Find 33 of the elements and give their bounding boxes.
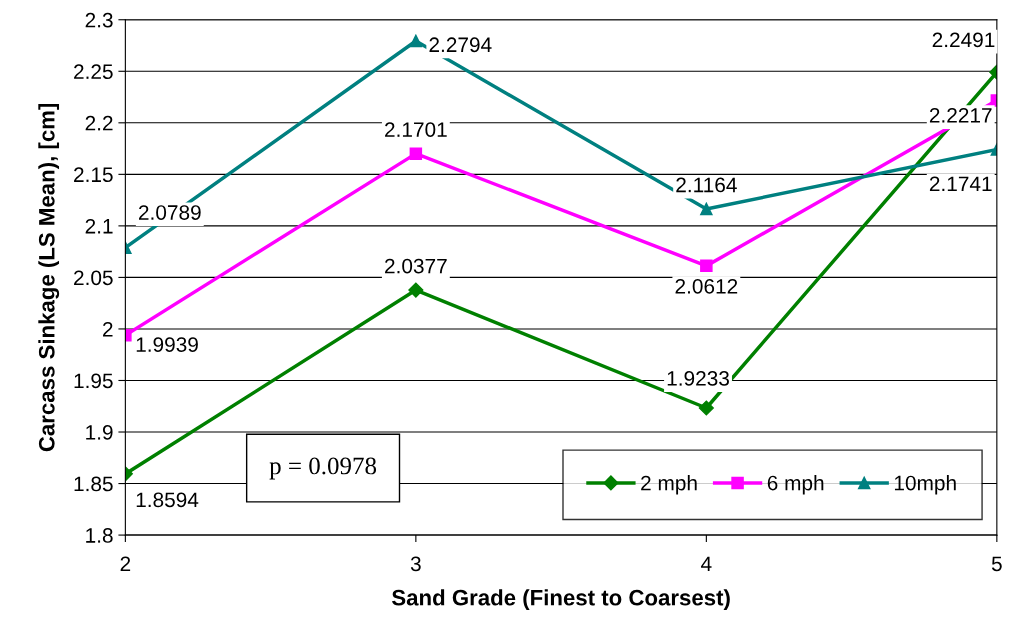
y-tick-label: 2.25 (74, 64, 113, 80)
data-label: 2.2491 (932, 32, 995, 48)
y-tick-label: 1.8 (86, 528, 113, 543)
data-label: 2.0377 (385, 258, 447, 274)
data-label: 2.0612 (675, 278, 738, 294)
data-label: 2.1164 (676, 177, 737, 193)
y-tick-label: 2.3 (85, 12, 113, 28)
y-tick-label: 2.15 (74, 167, 113, 183)
data-label: 1.9233 (667, 371, 729, 386)
data-label: 2.1741 (929, 176, 992, 192)
x-tick-label: 3 (410, 556, 421, 572)
annotation: p = 0.0978 (269, 457, 377, 480)
legend-label: 10mph (894, 475, 956, 495)
data-label: 2.0789 (139, 205, 201, 220)
y-tick-label: 1.9 (86, 425, 113, 440)
y-tick-label: 2.05 (74, 270, 113, 286)
legend-label: 2 mph (641, 475, 697, 495)
x-tick-label: 5 (991, 556, 1002, 572)
data-label: 1.9939 (136, 337, 198, 352)
data-label: 2.1701 (385, 122, 447, 137)
y-tick-label: 1.85 (74, 476, 113, 492)
y-tick-label: 2.2 (85, 115, 113, 131)
data-label: 2.2794 (429, 37, 492, 53)
x-tick-label: 4 (701, 556, 712, 572)
data-label: 1.8594 (136, 492, 199, 508)
y-tick-label: 1.95 (74, 373, 113, 389)
x-tick-label: 2 (120, 556, 131, 572)
y-tick-label: 2 (103, 321, 113, 337)
legend-label: 6 mph (767, 475, 824, 495)
data-label: 2.2217 (929, 107, 992, 123)
y-axis-title: Carcass Sinkage (LS Mean), [cm] (38, 103, 60, 452)
x-axis-title: Sand Grade (Finest to Coarsest) (391, 589, 730, 610)
y-tick-label: 2.1 (85, 218, 113, 234)
